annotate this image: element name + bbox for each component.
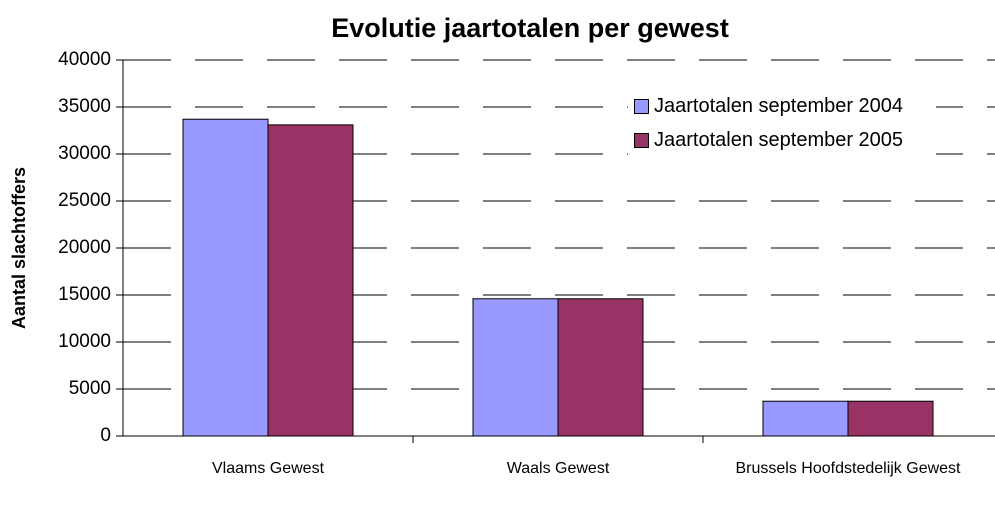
y-tick-label: 25000 [58, 190, 111, 211]
bar [762, 400, 849, 437]
y-tick-label: 40000 [58, 49, 111, 70]
legend-label: Jaartotalen september 2005 [654, 129, 904, 151]
y-tick-label: 20000 [58, 237, 111, 258]
legend-swatch [634, 133, 649, 148]
x-tick-label: Brussels Hoofdstedelijk Gewest [735, 460, 961, 477]
bar [182, 118, 269, 437]
y-tick-label: 15000 [58, 284, 111, 305]
y-tick-label: 10000 [58, 331, 111, 352]
legend: Jaartotalen september 2004 Jaartotalen se… [628, 90, 936, 162]
chart-title: Evolutie jaartotalen per gewest [331, 13, 729, 43]
y-tick-label: 30000 [58, 143, 111, 164]
y-tick-label: 5000 [69, 378, 111, 399]
y-tick-label: 0 [100, 425, 111, 446]
legend-item: Jaartotalen september 2005 [632, 126, 932, 154]
bar [472, 298, 559, 437]
y-tick-label: 35000 [58, 96, 111, 117]
y-axis-label: Aantal slachtoffers [9, 167, 29, 329]
legend-item: Jaartotalen september 2004 [632, 92, 932, 120]
bar [557, 298, 644, 437]
bar [847, 400, 934, 437]
legend-swatch [634, 99, 649, 114]
x-tick-label: Vlaams Gewest [211, 460, 325, 477]
x-tick-label: Waals Gewest [506, 460, 610, 477]
legend-label: Jaartotalen september 2004 [654, 95, 904, 117]
bar [267, 124, 354, 437]
